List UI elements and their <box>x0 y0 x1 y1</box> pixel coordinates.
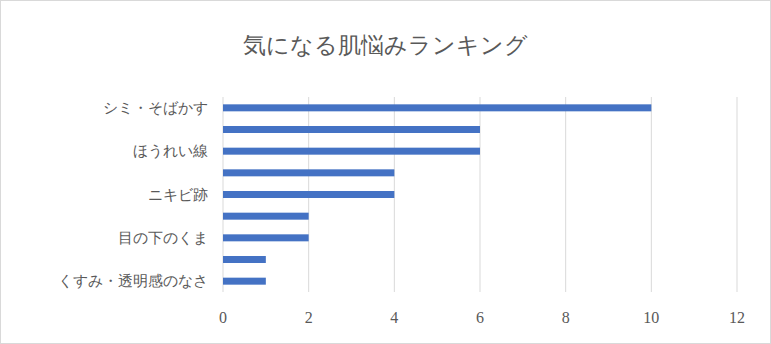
title: 気になる肌悩みランキング <box>243 32 528 58</box>
category-label: くすみ・透明感のなさ <box>58 272 208 290</box>
category-label: ニキビ跡 <box>148 186 208 204</box>
chart-frame <box>1 1 771 344</box>
bar <box>223 213 309 220</box>
tick-label: 8 <box>562 309 570 326</box>
bar <box>223 191 394 198</box>
grid-line <box>565 97 566 292</box>
tick-label: 10 <box>643 309 659 326</box>
tick-label: 12 <box>729 309 745 326</box>
tick-label: 2 <box>305 309 313 326</box>
grid-line <box>651 97 652 292</box>
tick-label: 0 <box>219 309 227 326</box>
bar <box>223 278 266 285</box>
bar <box>223 148 480 155</box>
chart: 気になる肌悩みランキング 0 2 4 6 8 10 12 シミ・そばかすほうれい線ニキビ跡目の下… <box>0 0 771 344</box>
category-label: シミ・そばかす <box>103 99 208 117</box>
bar <box>223 169 394 176</box>
grid-line <box>737 97 738 292</box>
tick-label: 4 <box>390 309 398 326</box>
bar <box>223 104 651 111</box>
bar <box>223 234 309 241</box>
bars <box>223 104 651 284</box>
bar <box>223 126 480 133</box>
category-label: 目の下のくま <box>118 229 208 247</box>
tick-label: 6 <box>476 309 484 326</box>
bar <box>223 256 266 263</box>
category-label: ほうれい線 <box>133 142 208 160</box>
